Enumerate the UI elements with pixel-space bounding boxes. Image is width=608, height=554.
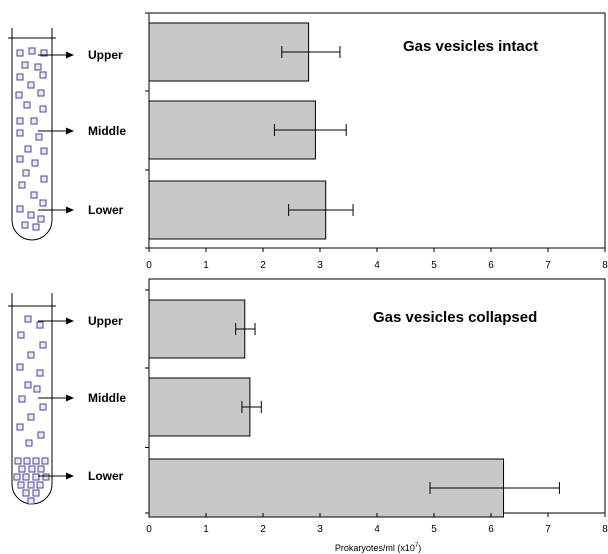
category-label: Upper xyxy=(88,48,123,62)
x-axis-title: Prokaryotes/ml (x107) xyxy=(335,543,421,553)
x-axis-intact: 0 1 2 3 4 5 6 7 8 xyxy=(145,12,608,271)
x-tick-label: 4 xyxy=(374,524,380,535)
error-bar xyxy=(273,124,347,136)
x-tick-label: 4 xyxy=(374,260,380,271)
x-tick-label: 5 xyxy=(431,524,437,535)
error-bar xyxy=(241,401,262,413)
chart-title: Gas vesicles collapsed xyxy=(373,309,537,326)
error-bar xyxy=(235,323,256,335)
x-tick-label: 1 xyxy=(203,524,209,535)
x-tick-label: 0 xyxy=(146,260,152,271)
x-tick-label: 2 xyxy=(260,524,266,535)
x-tick-label: 6 xyxy=(488,260,494,271)
x-tick-label: 5 xyxy=(431,260,437,271)
arrow-upper-collapsed-icon xyxy=(38,317,74,325)
arrow-middle-collapsed-icon xyxy=(38,394,74,402)
x-tick-label: 3 xyxy=(317,524,323,535)
vesicle-squares-collapsed xyxy=(13,315,50,505)
x-tick-label: 6 xyxy=(488,524,494,535)
category-label: Middle xyxy=(88,391,126,405)
x-axis-collapsed: 0 1 2 3 4 5 6 7 8 xyxy=(145,289,608,535)
x-tick-label: 8 xyxy=(602,260,608,271)
error-bar xyxy=(429,482,560,494)
arrow-lower-collapsed-icon xyxy=(38,472,74,480)
error-bar xyxy=(281,46,341,58)
x-tick-label: 2 xyxy=(260,260,266,271)
category-label: Middle xyxy=(88,124,126,138)
category-label: Lower xyxy=(88,203,124,217)
category-label: Lower xyxy=(88,469,124,483)
x-tick-label: 7 xyxy=(545,524,551,535)
x-tick-label: 7 xyxy=(545,260,551,271)
vesicle-squares-intact xyxy=(15,47,48,231)
x-tick-label: 0 xyxy=(146,524,152,535)
bars-intact xyxy=(148,22,354,240)
bar xyxy=(148,377,251,437)
bar xyxy=(148,299,246,359)
error-bar xyxy=(288,204,354,216)
chart-title: Gas vesicles intact xyxy=(403,38,538,55)
panel-collapsed: Upper Middle Lower Gas vesicles collapse… xyxy=(8,278,608,553)
x-tick-label: 3 xyxy=(317,260,323,271)
x-tick-label: 1 xyxy=(203,260,209,271)
arrow-middle-intact-icon xyxy=(38,127,74,135)
panel-intact: Upper Middle Lower Gas vesicles intact 0… xyxy=(8,12,608,271)
bars-collapsed xyxy=(148,299,560,518)
test-tube-intact-icon xyxy=(8,28,56,241)
arrow-upper-intact-icon xyxy=(38,51,74,59)
arrow-lower-intact-icon xyxy=(38,206,74,214)
category-label: Upper xyxy=(88,314,123,328)
x-tick-label: 8 xyxy=(602,524,608,535)
test-tube-collapsed-icon xyxy=(8,293,56,505)
